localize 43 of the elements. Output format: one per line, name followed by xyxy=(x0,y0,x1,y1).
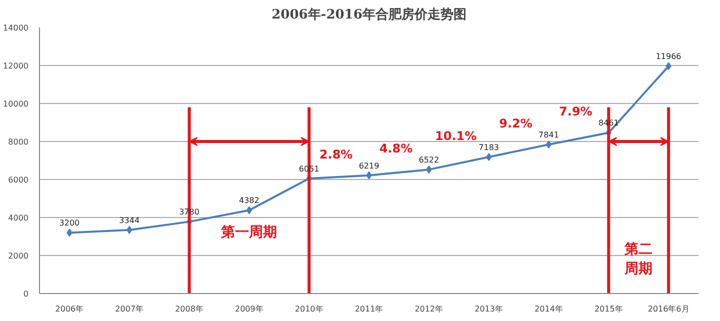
x-tick-label: 2008年 xyxy=(175,304,204,314)
point xyxy=(486,153,492,162)
y-tick-label: 2000 xyxy=(8,252,28,260)
annotation: 4.8% xyxy=(379,142,413,156)
y-tick-label: 14000 xyxy=(3,24,29,32)
data-label: 3344 xyxy=(119,216,140,225)
x-tick-label: 2011年 xyxy=(354,304,384,314)
y-tick-label: 6000 xyxy=(8,176,28,184)
x-tick-label: 2009年 xyxy=(235,304,264,314)
x-tick-label: 2015年 xyxy=(594,304,623,314)
x-tick-label: 2016年6月 xyxy=(648,304,690,314)
data-label: 6522 xyxy=(418,156,440,165)
point xyxy=(126,226,132,234)
chart-title: 2006年-2016年合肥房价走势图 xyxy=(272,6,466,22)
y-tick-label: 0 xyxy=(23,290,29,298)
x-tick-label: 2006年 xyxy=(55,304,84,314)
x-tick-label: 2012年 xyxy=(414,304,444,314)
y-tick-label: 10000 xyxy=(3,100,29,108)
annotation: 第一周期 xyxy=(220,224,278,241)
point xyxy=(666,62,672,70)
point xyxy=(366,171,372,180)
y-tick-label: 8000 xyxy=(8,138,28,146)
x-tick-label: 2013年 xyxy=(474,304,503,314)
annotation: 2.8% xyxy=(319,147,353,162)
annotation: 9.2% xyxy=(499,116,532,131)
data-label: 11966 xyxy=(656,52,682,62)
data-label: 7841 xyxy=(538,130,559,140)
y-tick-label: 12000 xyxy=(3,62,29,70)
annotation: 10.1% xyxy=(435,129,477,144)
data-label: 4382 xyxy=(239,196,260,206)
data-label: 3200 xyxy=(59,218,80,228)
point xyxy=(66,228,72,237)
data-label: 6219 xyxy=(358,161,380,170)
point xyxy=(546,140,552,149)
data-label: 7183 xyxy=(478,143,499,152)
y-tick-label: 4000 xyxy=(8,214,28,222)
x-tick-label: 2007年 xyxy=(115,304,144,314)
annotation: 第二周期 xyxy=(624,242,653,277)
annotation: 7.9% xyxy=(559,104,592,119)
point xyxy=(246,206,252,214)
x-tick-label: 2014年 xyxy=(534,304,563,314)
x-tick-label: 2010年 xyxy=(294,304,324,314)
point xyxy=(426,166,432,174)
